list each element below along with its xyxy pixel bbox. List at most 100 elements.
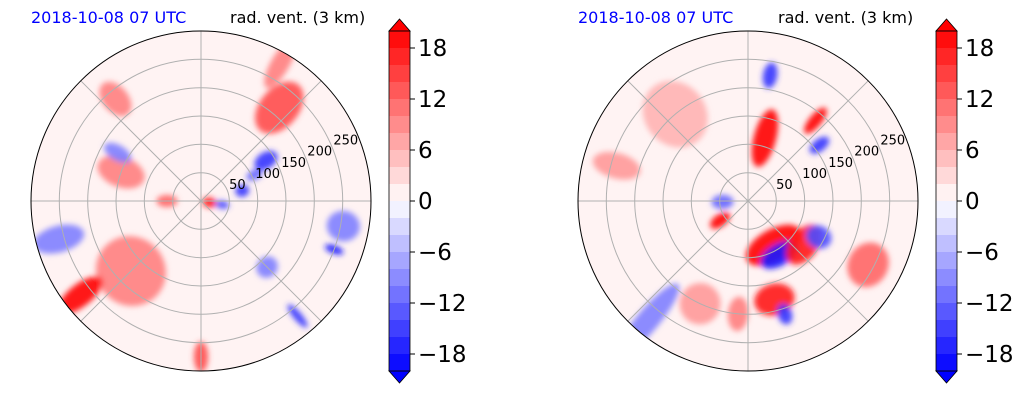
- colorbar-level-1: [389, 31, 410, 49]
- colorbar-tick-label-18: 18: [965, 36, 994, 62]
- range-label-150: 150: [828, 156, 853, 171]
- field-feature-1: [751, 109, 779, 167]
- polar-grid: [31, 31, 371, 371]
- colorbar-tick-label-6: 6: [965, 138, 980, 164]
- colorbar-level-10: [936, 184, 957, 202]
- colorbar-tick-label-6: 6: [418, 138, 433, 164]
- field-feature-4: [246, 168, 263, 181]
- colorbar-level-5: [936, 99, 957, 117]
- range-label-150: 150: [281, 156, 306, 171]
- colorbar-extend-min: [935, 370, 958, 384]
- colorbar-tick-label--12: −12: [965, 291, 1014, 317]
- colorbar-level-12: [389, 218, 410, 236]
- colorbar-level-15: [936, 269, 957, 287]
- field-feature-7: [215, 200, 230, 209]
- field-feature-12: [326, 210, 360, 242]
- colorbar-level-6: [936, 116, 957, 134]
- range-label-100: 100: [802, 167, 827, 182]
- field-layer: [592, 62, 889, 358]
- colorbar-level-3: [389, 65, 410, 83]
- field-feature-11: [847, 242, 889, 288]
- field-feature-12: [710, 212, 731, 229]
- field-feature-10: [103, 142, 132, 163]
- colorbar-level-18: [389, 320, 410, 338]
- azimuth-line-225: [627, 200, 749, 322]
- azimuth-line-45: [200, 80, 322, 202]
- colorbar-level-20: [936, 354, 957, 372]
- colorbar-level-5: [389, 99, 410, 117]
- field-feature-8: [806, 225, 832, 249]
- field-feature-18: [592, 151, 641, 180]
- azimuth-line-45: [747, 80, 869, 202]
- colorbar-level-7: [389, 133, 410, 151]
- polar-grid: [578, 31, 918, 371]
- colorbar-level-7: [936, 133, 957, 151]
- colorbar-extend-max: [388, 18, 411, 32]
- colorbar-level-11: [389, 201, 410, 219]
- colorbar-level-17: [936, 303, 957, 321]
- field-feature-14: [287, 304, 308, 328]
- colorbar-level-20: [389, 354, 410, 372]
- field-feature-3: [254, 150, 278, 171]
- colorbar-level-6: [389, 116, 410, 134]
- field-feature-3: [809, 136, 830, 154]
- colorbar-level-14: [936, 252, 957, 270]
- panel-2-field-label: rad. vent. (3 km): [778, 8, 914, 27]
- colorbar-level-9: [936, 167, 957, 185]
- field-feature-5: [235, 184, 250, 197]
- colorbar-tick-label--18: −18: [965, 342, 1014, 368]
- field-feature-1: [255, 81, 304, 134]
- azimuth-line-225: [80, 200, 202, 322]
- colorbar-level-9: [389, 167, 410, 185]
- colorbar-level-13: [936, 235, 957, 253]
- colorbar-level-4: [936, 82, 957, 100]
- field-feature-4: [762, 62, 778, 89]
- range-label-50: 50: [776, 178, 793, 193]
- colorbar-tick-label-12: 12: [965, 87, 994, 113]
- field-feature-13: [711, 194, 734, 210]
- colorbar-level-17: [389, 303, 410, 321]
- azimuth-line-135: [747, 200, 869, 322]
- colorbar-tick-label--6: −6: [965, 240, 999, 266]
- panel-1-field-label: rad. vent. (3 km): [230, 8, 366, 27]
- field-feature-5: [745, 224, 802, 266]
- colorbar-1: 18 12 6 0 −6 −12 −18: [388, 18, 467, 384]
- panel-2-date-label: 2018-10-08 07 UTC: [578, 8, 734, 27]
- panel-1-date-label: 2018-10-08 07 UTC: [31, 8, 187, 27]
- azimuth-line-315: [627, 80, 749, 202]
- range-label-200: 200: [307, 145, 332, 160]
- field-feature-6: [202, 197, 217, 208]
- colorbar-level-3: [936, 65, 957, 83]
- range-label-200: 200: [854, 145, 879, 160]
- colorbar-level-18: [936, 320, 957, 338]
- colorbar-level-4: [389, 82, 410, 100]
- colorbar-level-16: [936, 286, 957, 304]
- colorbar-level-16: [389, 286, 410, 304]
- range-label-250: 250: [333, 134, 358, 149]
- colorbar-level-13: [389, 235, 410, 253]
- colorbar-extend-min: [388, 370, 411, 384]
- range-label-100: 100: [255, 167, 280, 182]
- colorbar-tick-label--6: −6: [418, 240, 452, 266]
- field-feature-16: [58, 276, 103, 315]
- colorbar-tick-label-0: 0: [418, 189, 433, 215]
- colorbar-level-8: [389, 150, 410, 168]
- colorbar-level-12: [936, 218, 957, 236]
- colorbar-tick-label-12: 12: [418, 87, 447, 113]
- colorbar-tick-label-0: 0: [965, 189, 980, 215]
- colorbar-tick-label-18: 18: [418, 36, 447, 62]
- polar-frame: [30, 30, 372, 372]
- colorbar-level-19: [936, 337, 957, 355]
- colorbar-level-14: [389, 252, 410, 270]
- colorbar-level-15: [389, 269, 410, 287]
- range-label-250: 250: [880, 134, 905, 149]
- colorbar-level-2: [389, 48, 410, 66]
- colorbar-level-10: [389, 184, 410, 202]
- colorbar-level-2: [936, 48, 957, 66]
- colorbar-tick-label--12: −12: [418, 291, 467, 317]
- colorbar-level-19: [389, 337, 410, 355]
- colorbar-extend-max: [935, 18, 958, 32]
